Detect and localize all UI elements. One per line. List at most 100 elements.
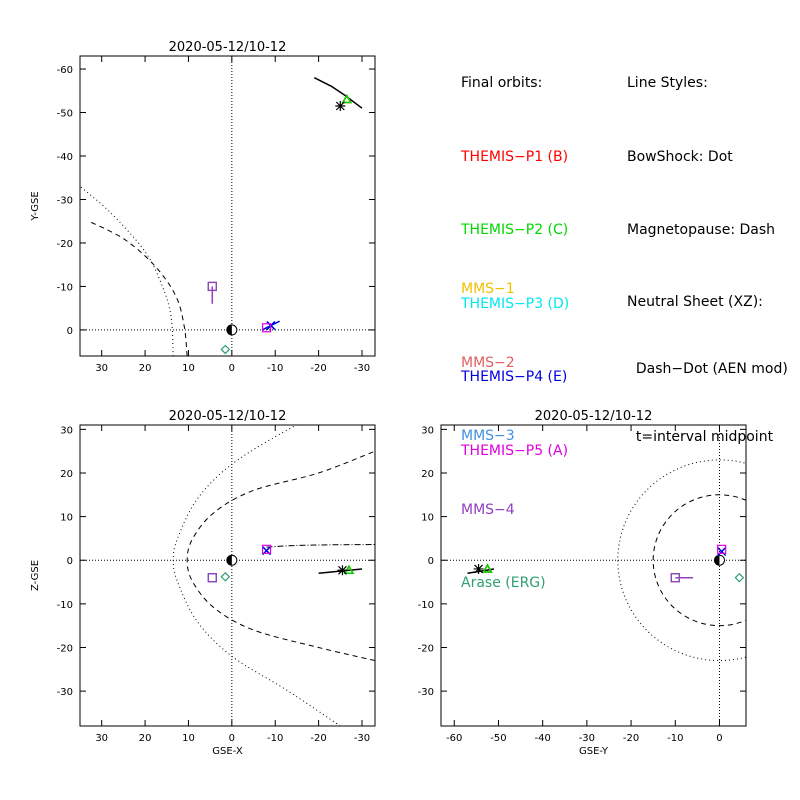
- panel1-themis-p2-c-marker: [341, 93, 353, 104]
- panel1-frame: [79, 55, 376, 357]
- panel2-ytick-label: 30: [60, 425, 73, 436]
- panel1-xtick-label: 30: [95, 363, 108, 374]
- mms-legend: MMS−1 MMS−2 MMS−3 MMS−4 Arase (ERG): [461, 228, 546, 620]
- panel2-ytick-label: 20: [60, 469, 73, 480]
- panel2-mms-2-marker: [207, 573, 217, 583]
- panel1-ytick-label: 0: [67, 326, 73, 337]
- panel2-xtick-label: -30: [354, 733, 370, 744]
- panel2-xlabel: GSE-X: [212, 746, 243, 757]
- panel1-ytick-label: -20: [57, 239, 73, 250]
- panel3-ytick-label: -10: [418, 600, 434, 611]
- legend-mms-1: MMS−1: [461, 281, 515, 297]
- panel3-arase-erg-marker: [734, 572, 745, 583]
- panel1-themis-p5-a-marker: [261, 323, 272, 333]
- panel2-ytick-label: -30: [57, 687, 73, 698]
- panel1-xtick-label: -10: [267, 363, 283, 374]
- line-style-magnetopause: Magnetopause: Dash: [627, 222, 776, 238]
- panel2-neutral-sheet: [266, 544, 375, 548]
- panel3-xtick-label: -50: [490, 733, 506, 744]
- panel2-ytick-label: 0: [67, 556, 73, 567]
- panel3-title: 2020-05-12/10-12: [535, 409, 653, 424]
- panel1-xtick-label: 10: [182, 363, 195, 374]
- panel2-mms-1-marker: [207, 573, 217, 583]
- panel2-ytick-label: -20: [57, 643, 73, 654]
- panel2-ytick-label: -10: [57, 600, 73, 611]
- panel1-ytick-label: -50: [57, 109, 73, 120]
- panel3-xtick-label: -20: [623, 733, 639, 744]
- legend-themis-p3: THEMIS−P3 (D): [461, 295, 570, 312]
- panel2-xtick-label: 20: [139, 733, 152, 744]
- panel2-earth-night: [226, 555, 232, 566]
- final-orbits-title: Final orbits:: [461, 75, 543, 91]
- legend-themis-p1: THEMIS−P1 (B): [461, 148, 569, 165]
- line-styles-legend: Line Styles: BowShock: Dot Magnetopause:…: [627, 22, 788, 476]
- panel3-xtick-label: -30: [579, 733, 595, 744]
- panel3-themis-p2-c-marker: [482, 563, 493, 573]
- panel3-xlabel: GSE-Y: [579, 746, 609, 757]
- panel2-xtick-label: 30: [95, 733, 108, 744]
- panel3-xtick-label: 0: [716, 733, 722, 744]
- panel3-earth-night: [714, 555, 720, 566]
- panel1-ytick-label: -30: [57, 195, 73, 206]
- panel2-magnetopause: [186, 450, 375, 662]
- panel1-ytick-label: -60: [57, 65, 73, 76]
- panel2-midpoint-asterisk: [337, 565, 348, 576]
- panel3-frame: [440, 424, 747, 727]
- panel2-xtick-label: -10: [267, 733, 283, 744]
- panel3-midpoint-asterisk: [473, 563, 484, 574]
- panel3-ytick-label: 0: [428, 556, 434, 567]
- panel2-mms-3-marker: [207, 573, 217, 583]
- panel2-themis-bc-track: [318, 568, 363, 575]
- panel1-xtick-label: -30: [354, 363, 370, 374]
- line-style-bowshock: BowShock: Dot: [627, 148, 733, 165]
- legend-mms-2: MMS−2: [461, 354, 515, 371]
- panel1-title: 2020-05-12/10-12: [169, 40, 287, 55]
- panel3-ytick-label: 10: [421, 513, 434, 524]
- panel1-midpoint-asterisk: [335, 101, 346, 111]
- panel1-xtick-label: 20: [139, 363, 152, 374]
- panel2-xtick-label: 10: [182, 733, 195, 744]
- panel1-ytick-label: -10: [57, 282, 73, 293]
- panel3-ytick-label: -20: [418, 643, 434, 654]
- panel1-ylabel: Y-GSE: [30, 191, 41, 221]
- panel3-xtick-label: -40: [534, 733, 550, 744]
- panel3-xtick-label: -60: [446, 733, 462, 744]
- panel3-themis-p4-e-marker: [717, 546, 727, 557]
- line-style-neutral-sheet: Neutral Sheet (XZ):: [627, 293, 763, 310]
- legend-themis-p5: THEMIS−P5 (A): [461, 442, 569, 459]
- panel2-arase-erg-marker: [220, 571, 231, 582]
- panel3-ytick-label: 20: [421, 469, 434, 480]
- final-orbits-legend: Final orbits: THEMIS−P1 (B) THEMIS−P2 (C…: [461, 22, 569, 488]
- panel2-xtick-label: -20: [310, 733, 326, 744]
- panel3-xtick-label: -10: [667, 733, 683, 744]
- panel3-magnetopause: [652, 494, 746, 627]
- panel1-arase-erg-marker: [220, 344, 231, 355]
- panel2-mms-4-marker: [207, 573, 217, 583]
- panel3-themis-p5-a-marker: [717, 544, 727, 554]
- panel1-magnetopause: [88, 220, 188, 356]
- panel1-ytick-label: -40: [57, 152, 73, 163]
- panel1-themis-bc-track: [313, 77, 363, 109]
- panel3-ytick-label: -30: [418, 687, 434, 698]
- panel1-xtick-label: 0: [229, 363, 235, 374]
- line-styles-title: Line Styles:: [627, 75, 708, 91]
- panel2-ylabel: Z-GSE: [30, 560, 41, 591]
- panel1-earth-night: [226, 324, 232, 335]
- legend-arase: Arase (ERG): [461, 575, 546, 591]
- panel2-xtick-label: 0: [229, 733, 235, 744]
- line-style-neutral-sheet-mod: Dash−Dot (AEN mod): [627, 361, 788, 377]
- panel3-bowshock: [617, 459, 746, 662]
- line-style-neutral-sheet-t: t=interval midpoint: [627, 428, 774, 445]
- panel2-themis-p5-a-marker: [261, 544, 272, 554]
- panel1-mms-4-marker: [207, 281, 217, 292]
- panel2-title: 2020-05-12/10-12: [169, 409, 287, 424]
- panel2-ytick-label: 10: [60, 513, 73, 524]
- panel3-ytick-label: 30: [421, 425, 434, 436]
- legend-mms-3: MMS−3: [461, 428, 515, 444]
- legend-themis-p4: THEMIS−P4 (E): [461, 369, 568, 385]
- panel1-xtick-label: -20: [310, 363, 326, 374]
- panel3-mms-4-marker: [670, 573, 680, 583]
- legend-themis-p2: THEMIS−P2 (C): [461, 222, 569, 238]
- panel2-frame: [79, 424, 376, 727]
